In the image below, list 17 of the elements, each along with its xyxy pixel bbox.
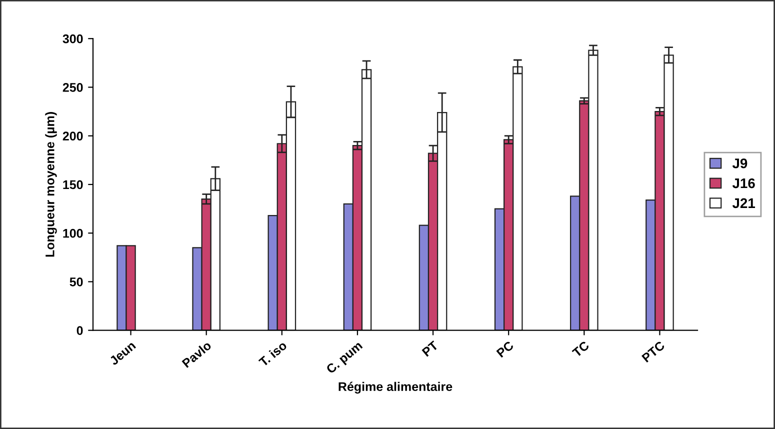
y-tick-label: 150 [63, 180, 83, 190]
x-tick-label: PT [422, 340, 439, 357]
legend-label: J16 [732, 178, 755, 188]
x-axis-title: Régime alimentaire [338, 382, 452, 394]
legend-label: J9 [732, 158, 748, 168]
legend-label: J21 [732, 198, 756, 208]
y-tick-label: 50 [70, 278, 83, 286]
y-tick-label: 200 [62, 132, 83, 140]
x-tick-label: TC [572, 340, 590, 358]
y-axis-title: Longueur moyenne (µm) [45, 112, 57, 257]
x-tick-label: T. iso [258, 340, 288, 368]
x-tick-label: PC [496, 340, 514, 358]
y-tick-label: 100 [63, 228, 83, 238]
y-tick-label: 300 [62, 34, 83, 44]
y-tick-label: 250 [62, 83, 83, 92]
y-tick-label: 0 [76, 326, 83, 335]
x-tick-label: PTC [641, 340, 666, 363]
